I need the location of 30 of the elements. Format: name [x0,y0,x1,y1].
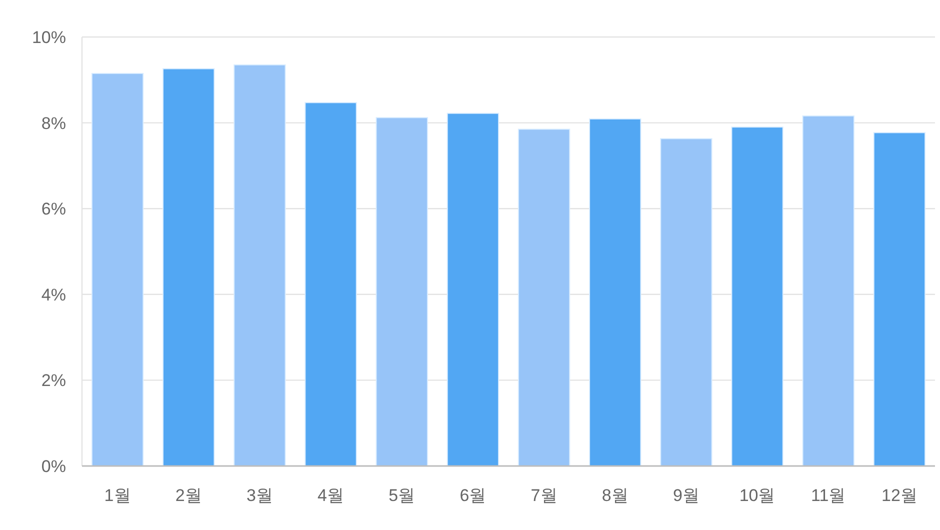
bar [376,117,428,466]
bar [589,118,642,466]
x-tick-label: 11월 [811,486,846,505]
x-tick-label: 8월 [602,486,628,505]
x-tick-label: 5월 [388,486,416,505]
y-tick-label: 8% [41,114,66,133]
bar [304,102,357,466]
x-tick-label: 1월 [104,486,131,505]
x-tick-label: 7월 [530,486,558,505]
x-tick-label: 9월 [672,486,700,505]
y-tick-label: 10% [32,28,66,47]
bar [518,128,570,466]
bar [873,132,926,466]
y-tick-label: 4% [41,285,66,304]
bar [162,68,215,466]
x-tick-label: 3월 [246,486,273,505]
x-tick-label: 6월 [460,486,486,505]
bar [660,138,712,466]
bar [91,72,144,466]
x-tick-label: 2월 [175,486,202,505]
y-tick-label: 0% [41,457,66,476]
bar [446,112,500,466]
y-tick-label: 6% [41,200,66,219]
y-tick-label: 2% [41,371,66,390]
x-tick-label: 10월 [739,486,776,505]
bar [802,115,854,466]
bar [731,126,784,466]
x-tick-label: 12월 [881,486,918,505]
x-tick-label: 4월 [318,486,344,505]
bar [234,64,286,466]
